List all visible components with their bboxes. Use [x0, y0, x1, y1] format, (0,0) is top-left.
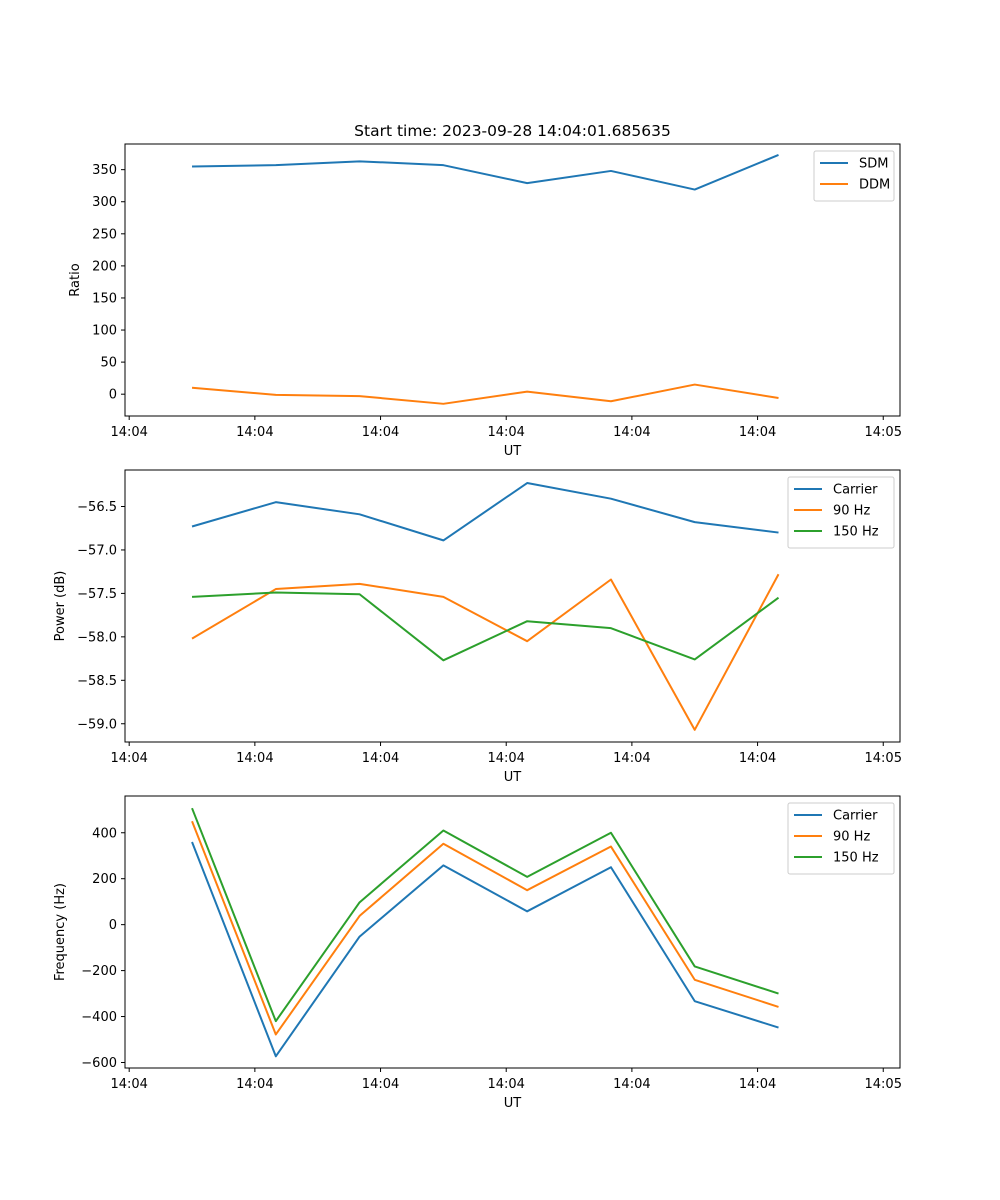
legend-label: 90 Hz [833, 830, 870, 845]
x-tick-label: 14:04 [613, 751, 650, 766]
y-tick-label: −600 [81, 1056, 117, 1071]
legend-label: 150 Hz [833, 525, 879, 540]
x-tick-label: 14:04 [362, 425, 399, 440]
panel-3: 14:04 14:04 14:04 14:04 14:04 14:04 14:05 −600 −… [53, 795, 902, 1111]
x-tick-label: 14:05 [865, 1077, 902, 1092]
y-tick-label: −57.0 [77, 543, 117, 558]
y-tick-label: −400 [81, 1010, 117, 1025]
panel-2: 14:04 14:04 14:04 14:04 14:04 14:04 14:05 −59.0… [53, 469, 902, 785]
series-line-90-hz [191, 573, 780, 731]
y-tick-label: −58.0 [77, 630, 117, 645]
panel-1: 14:04 14:04 14:04 14:04 14:04 14:04 14:05 0 50 10… [68, 143, 902, 459]
y-tick-label: 250 [92, 227, 117, 242]
x-axis-label: UT [504, 1096, 522, 1111]
y-tick-label: −56.5 [77, 500, 117, 515]
y-tick-label: 0 [109, 388, 117, 403]
x-tick-label: 14:04 [739, 751, 776, 766]
legend: Carrier 90 Hz 150 Hz [787, 802, 895, 875]
y-tick-label: −58.5 [77, 674, 117, 689]
y-tick-label: 100 [92, 324, 117, 339]
axes-frame [124, 143, 901, 417]
y-axis-label: Frequency (Hz) [53, 883, 68, 981]
y-tick-label: 50 [100, 356, 117, 371]
x-tick-label: 14:04 [362, 751, 399, 766]
x-tick-label: 14:05 [865, 425, 902, 440]
y-tick-label: 0 [109, 918, 117, 933]
series-line-carrier [191, 841, 779, 1058]
legend-label: 90 Hz [833, 504, 870, 519]
y-axis-label: Ratio [68, 263, 83, 296]
legend-label: Carrier [833, 483, 878, 498]
x-tick-label: 14:05 [865, 751, 902, 766]
y-tick-label: 150 [92, 291, 117, 306]
legend-label: 150 Hz [833, 851, 879, 866]
y-tick-label: 200 [92, 259, 117, 274]
x-axis-label: UT [504, 770, 522, 785]
x-tick-label: 14:04 [739, 425, 776, 440]
y-tick-label: 400 [92, 826, 117, 841]
y-tick-label: 200 [92, 872, 117, 887]
y-tick-label: 300 [92, 195, 117, 210]
x-tick-label: 14:04 [487, 425, 524, 440]
series-line-90-hz [191, 820, 779, 1036]
series-line-150-hz [191, 807, 779, 1023]
x-axis-label: UT [504, 444, 522, 459]
series-line-150-hz [191, 591, 780, 662]
figure-title: Start time: 2023-09-28 14:04:01.685635 [354, 122, 671, 140]
x-tick-label: 14:04 [613, 425, 650, 440]
x-tick-label: 14:04 [362, 1077, 399, 1092]
series-line-carrier [191, 482, 779, 542]
legend-label: Carrier [833, 809, 878, 824]
y-tick-label: −57.5 [77, 587, 117, 602]
legend-label: SDM [859, 157, 888, 172]
x-tick-label: 14:04 [236, 1077, 273, 1092]
y-tick-label: −59.0 [77, 717, 117, 732]
x-tick-label: 14:04 [487, 751, 524, 766]
x-tick-label: 14:04 [110, 751, 147, 766]
legend-label: DDM [859, 178, 890, 193]
x-tick-label: 14:04 [739, 1077, 776, 1092]
x-tick-label: 14:04 [236, 751, 273, 766]
axes-frame [124, 795, 901, 1069]
panels: 14:04 14:04 14:04 14:04 14:04 14:04 14:05 0 50 10… [53, 143, 902, 1111]
y-axis-label: Power (dB) [53, 571, 68, 642]
axes-frame [124, 469, 901, 743]
x-tick-label: 14:04 [236, 425, 273, 440]
series-line-sdm [192, 153, 779, 191]
x-tick-label: 14:04 [110, 425, 147, 440]
x-tick-label: 14:04 [110, 1077, 147, 1092]
x-tick-label: 14:04 [487, 1077, 524, 1092]
series-line-ddm [191, 383, 779, 405]
legend: SDM DDM [813, 150, 895, 202]
x-tick-label: 14:04 [613, 1077, 650, 1092]
y-tick-label: −200 [81, 964, 117, 979]
y-tick-label: 350 [92, 163, 117, 178]
legend: Carrier 90 Hz 150 Hz [787, 476, 895, 549]
